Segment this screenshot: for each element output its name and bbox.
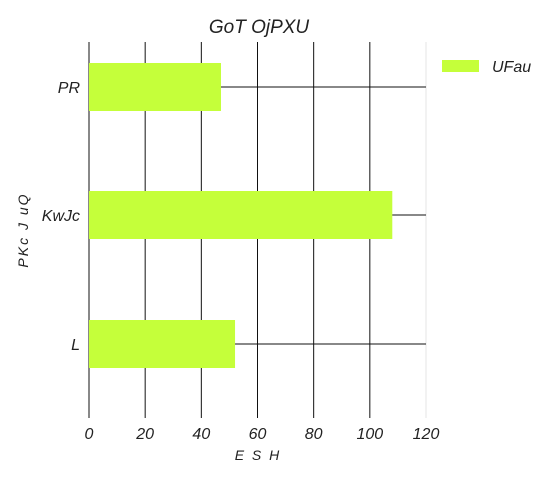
legend-label-UFau: UFau [492, 59, 531, 76]
x-tick-label-0: 0 [85, 426, 94, 443]
y-tick-labels: PR KwJc L [42, 80, 81, 354]
x-tick-label-80: 80 [305, 426, 323, 443]
y-axis-label: PKc J uQ [15, 192, 31, 267]
x-tick-label-60: 60 [249, 426, 267, 443]
x-tick-labels: 0 20 40 60 80 100 120 [85, 426, 440, 443]
y-tick-label-KwJc: KwJc [42, 208, 80, 225]
y-tick-label-L: L [71, 337, 80, 354]
y-tick-label-PR: PR [58, 80, 81, 97]
x-axis-label: E S H [235, 447, 282, 463]
bars [89, 63, 393, 368]
x-tick-label-40: 40 [192, 426, 210, 443]
bar-KwJc [89, 191, 393, 239]
bar-L [89, 320, 236, 368]
x-tick-label-120: 120 [413, 426, 440, 443]
chart-title: GoT OjPXU [209, 17, 310, 38]
x-tick-label-100: 100 [356, 426, 383, 443]
bar-PR [89, 63, 221, 111]
x-tick-label-20: 20 [135, 426, 154, 443]
legend: UFau [442, 59, 531, 76]
legend-swatch-UFau [442, 60, 479, 72]
